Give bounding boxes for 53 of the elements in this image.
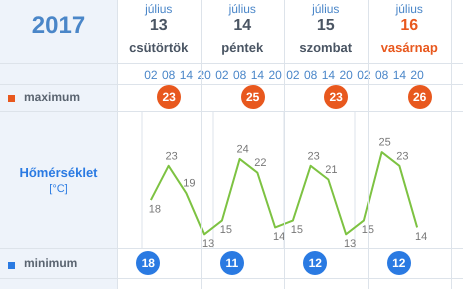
x-tick-label: 20 (410, 68, 424, 82)
text: 14 (232, 17, 252, 35)
text: 2017 (30, 12, 86, 40)
x-tick-label: 02 (215, 68, 229, 82)
data-label: 24 (236, 143, 249, 156)
data-label: 15 (290, 224, 303, 236)
data-label: 23 (166, 150, 178, 162)
text: szombat (298, 40, 354, 55)
data-label: 14 (414, 230, 428, 243)
text: 23 (157, 85, 182, 109)
text: július (394, 2, 424, 16)
data-label: 23 (396, 150, 408, 162)
x-tick-label: 20 (268, 68, 282, 82)
data-label: 25 (378, 136, 391, 149)
text: 12 (386, 251, 411, 275)
data-label: 19 (183, 178, 196, 190)
data-label: 22 (254, 157, 267, 170)
x-tick-label: 20 (339, 68, 354, 82)
text: 15 (316, 17, 336, 35)
data-label: 14 (273, 230, 286, 243)
text: július (144, 2, 174, 16)
text: 18 (136, 251, 160, 275)
x-tick-label: 08 (232, 68, 247, 82)
data-label: 21 (325, 164, 338, 176)
text: 16 (399, 17, 420, 35)
text: 26 (408, 85, 432, 109)
text: 25 (240, 85, 265, 109)
data-label: 23 (307, 150, 320, 162)
x-tick-label: 08 (304, 68, 318, 82)
data-label: 13 (202, 238, 214, 250)
x-tick-label: 14 (392, 68, 406, 82)
text: minimum (24, 256, 78, 270)
x-tick-label: 14 (180, 68, 194, 82)
text: péntek (220, 40, 264, 55)
text: maximum (24, 90, 80, 104)
y-axis-title: Hőmérséklet [°C] (18, 164, 99, 197)
text: 23 (324, 85, 348, 109)
data-label: 15 (220, 224, 232, 236)
text: július (310, 2, 340, 16)
x-tick-label: 14 (322, 68, 336, 82)
x-tick-label: 08 (162, 68, 176, 82)
text: csütörtök (128, 40, 190, 55)
text: 13 (148, 17, 169, 35)
x-tick-label: 02 (144, 68, 158, 82)
data-label: 18 (148, 204, 162, 216)
x-tick-label: 08 (374, 68, 389, 82)
text: 11 (220, 251, 244, 275)
text: július (227, 2, 257, 16)
x-tick-label: 14 (250, 68, 264, 82)
text: 12 (303, 251, 328, 275)
x-tick-label: 02 (286, 68, 300, 82)
data-label: 13 (344, 238, 356, 250)
text: vasárnap (380, 40, 439, 55)
